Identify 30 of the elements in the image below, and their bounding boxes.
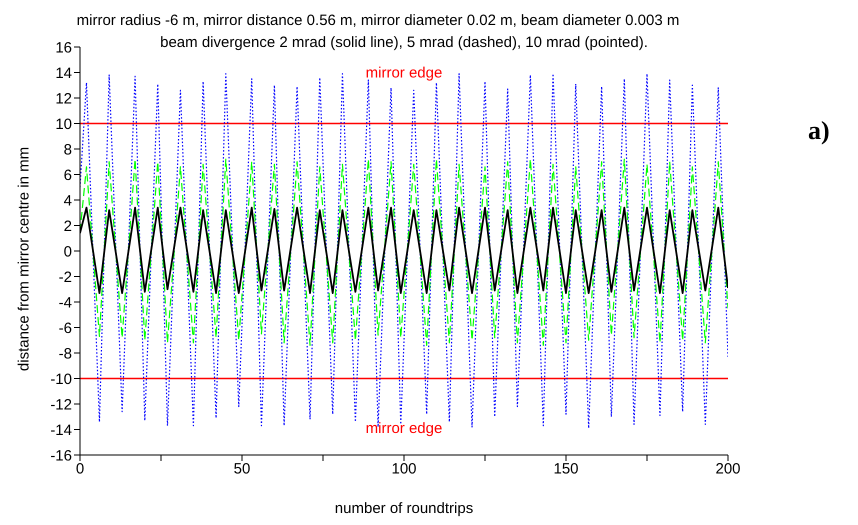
y-tick-label: -16 [50, 447, 72, 464]
x-tick-label: 100 [391, 460, 417, 478]
y-tick-label: -4 [58, 294, 72, 312]
line-series [80, 158, 728, 346]
x-tick-label: 0 [76, 460, 84, 478]
y-tick-label: -12 [50, 396, 72, 414]
y-tick-label: 4 [64, 192, 72, 210]
x-axis-title: number of roundtrips [334, 500, 474, 517]
y-tick-label: -14 [50, 422, 72, 439]
y-tick-label: 10 [55, 116, 72, 133]
y-tick-label: 0 [64, 243, 72, 260]
chart-title: mirror radius -6 m, mirror distance 0.56 m, mirror diameter 0.02 m, beam diameter 0.003 m [76, 12, 680, 29]
y-tick-label: 16 [55, 39, 72, 56]
y-tick-label: 14 [55, 64, 72, 82]
ref-line-label: mirror edge [366, 64, 442, 82]
chart-subtitle: beam divergence 2 mrad (solid line), 5 mrad (dashed), 10 mrad (pointed). [159, 34, 649, 51]
y-tick-label: -10 [50, 370, 72, 388]
y-tick-label: 6 [64, 166, 72, 184]
x-tick-label: 50 [234, 460, 250, 478]
x-tick-label: 150 [553, 460, 579, 478]
text: a) [808, 116, 830, 146]
y-tick-label: 8 [64, 141, 72, 158]
ref-line-label: mirror edge [366, 420, 442, 438]
y-axis-title: distance from mirror centre in mm [16, 146, 32, 372]
y-tick-label: 12 [55, 90, 72, 108]
y-tick-label: -8 [58, 345, 72, 362]
y-tick-label: -2 [58, 268, 72, 286]
x-tick-label: 200 [715, 460, 741, 478]
y-tick-label: 2 [64, 218, 72, 235]
y-tick-label: -6 [58, 320, 72, 337]
